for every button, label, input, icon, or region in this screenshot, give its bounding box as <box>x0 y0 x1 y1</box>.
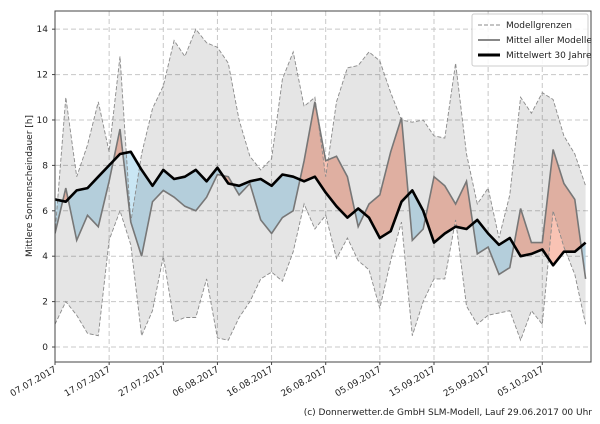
y-axis-label: Mittlere Sonnenscheindauer [h] <box>25 115 35 257</box>
series-mittel-aller-modelle <box>55 101 587 280</box>
y-tick-label: 0 <box>42 343 48 353</box>
copyright-footer: (c) Donnerwetter.de GmbH SLM-Modell, Lau… <box>304 408 593 418</box>
x-tick-label: 25.09.2017 <box>442 365 492 399</box>
y-tick-label: 10 <box>37 116 49 126</box>
y-tick-label: 6 <box>42 207 48 217</box>
y-tick-label: 2 <box>42 298 48 308</box>
legend-label-mittel-modelle: Mittel aller Modelle <box>506 36 592 46</box>
x-tick-label: 17.07.2017 <box>63 365 113 399</box>
series-modellgrenzen-upper <box>55 28 587 239</box>
area-below-30yr-mean <box>55 151 586 279</box>
legend-label-modellgrenzen: Modellgrenzen <box>506 21 572 31</box>
x-tick-label: 16.08.2017 <box>225 365 275 399</box>
series-mittelwert-30-jahre <box>55 150 587 267</box>
x-tick-label: 26.08.2017 <box>280 365 330 399</box>
legend-box <box>471 13 589 67</box>
legend: Modellgrenzen Mittel aller Modelle Mitte… <box>471 13 592 67</box>
x-tick-label: 05.09.2017 <box>334 365 384 399</box>
x-tick-label: 15.09.2017 <box>388 365 438 399</box>
x-tick-label: 27.07.2017 <box>117 365 167 399</box>
plot-frame <box>54 10 592 363</box>
x-tick-label: 05.10.2017 <box>496 365 546 399</box>
y-tick-label: 4 <box>42 252 48 262</box>
chart-marks <box>55 28 587 342</box>
y-tick-label: 14 <box>37 25 49 35</box>
legend-label-mittelwert-30-jahre: Mittelwert 30 Jahre <box>506 51 592 61</box>
x-tick-label: 07.07.2017 <box>9 365 59 399</box>
y-tick-label: 12 <box>37 71 48 81</box>
series-modellgrenzen-lower <box>55 202 587 342</box>
x-tick-label: 06.08.2017 <box>171 365 221 399</box>
y-tick-label: 8 <box>42 161 48 171</box>
